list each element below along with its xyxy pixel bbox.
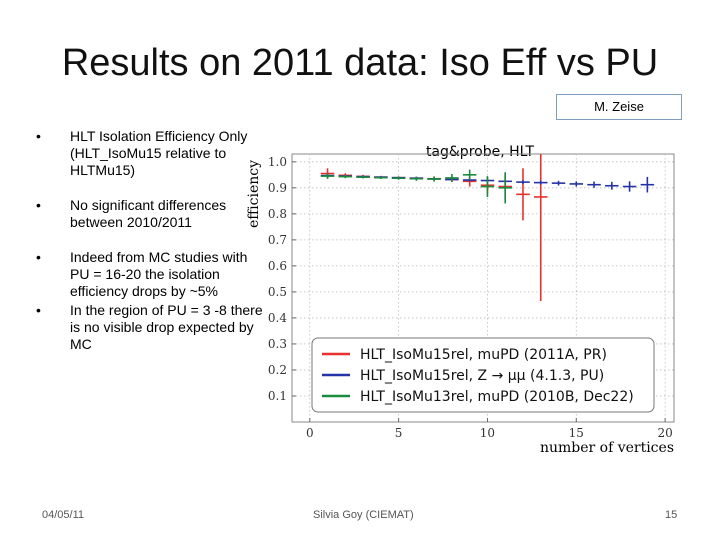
y-tick-label: 0.3 xyxy=(268,337,287,351)
bullet-text: Indeed from MC studies with PU = 16-20 t… xyxy=(70,249,248,299)
efficiency-chart: tag&probe, HLT efficiency number of vert… xyxy=(246,144,675,456)
y-tick-label: 1.0 xyxy=(268,155,287,169)
bullet-dot-icon: • xyxy=(36,128,41,144)
bullet-text: In the region of PU = 3 -8 there is no v… xyxy=(70,302,263,352)
y-tick-label: 0.2 xyxy=(268,363,287,377)
bullet-dot-icon: • xyxy=(36,302,41,318)
footer-page-number: 15 xyxy=(665,509,678,521)
bullet-text: HLT Isolation Efficiency Only (HLT_IsoMu… xyxy=(70,128,248,178)
legend-label: HLT_IsoMu15rel, muPD (2011A, PR) xyxy=(360,347,607,363)
bullet-item: • In the region of PU = 3 -8 there is no… xyxy=(36,302,266,353)
bullet-text: No significant differences between 2010/… xyxy=(70,197,227,230)
plot-frame xyxy=(291,153,675,423)
bullet-item: • Indeed from MC studies with PU = 16-20… xyxy=(36,249,266,300)
x-axis-label: number of vertices xyxy=(540,440,674,456)
legend-box xyxy=(311,337,655,413)
legend-label: HLT_IsoMu15rel, Z → μμ (4.1.3, PU) xyxy=(360,368,604,384)
y-tick-label: 0.9 xyxy=(268,181,287,195)
y-tick-label: 0.6 xyxy=(268,259,287,273)
x-tick-label: 15 xyxy=(569,426,584,440)
footer-presenter: Silvia Goy (CIEMAT) xyxy=(313,509,414,521)
bullet-list: • HLT Isolation Efficiency Only (HLT_Iso… xyxy=(36,128,266,371)
y-tick-label: 0.1 xyxy=(268,389,287,403)
bullet-item: • No significant differences between 201… xyxy=(36,197,266,231)
x-tick-label: 20 xyxy=(657,426,672,440)
bullet-dot-icon: • xyxy=(36,249,41,265)
y-axis-label: efficiency xyxy=(246,160,262,228)
y-tick-label: 0.4 xyxy=(268,311,287,325)
y-tick-label: 0.7 xyxy=(268,233,287,247)
x-tick-label: 5 xyxy=(395,426,403,440)
footer-date: 04/05/11 xyxy=(42,509,85,521)
legend-label: HLT_IsoMu13rel, muPD (2010B, Dec22) xyxy=(360,389,634,405)
y-tick-label: 0.8 xyxy=(268,207,287,221)
bullet-item: • HLT Isolation Efficiency Only (HLT_Iso… xyxy=(36,128,266,179)
author-box: M. Zeise xyxy=(556,94,682,120)
x-tick-label: 0 xyxy=(306,426,314,440)
chart-title: tag&probe, HLT xyxy=(426,144,535,160)
y-tick-label: 0.5 xyxy=(268,285,287,299)
bullet-dot-icon: • xyxy=(36,197,41,213)
slide-title: Results on 2011 data: Iso Eff vs PU xyxy=(61,42,659,84)
x-tick-label: 10 xyxy=(480,426,495,440)
